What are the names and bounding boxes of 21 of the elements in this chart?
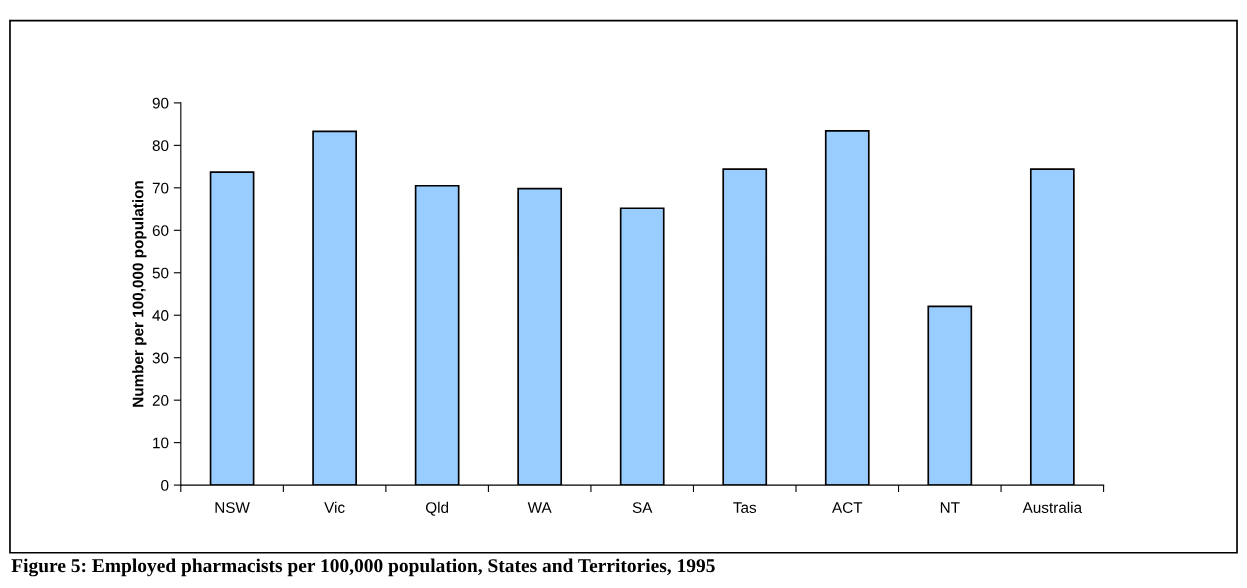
x-tick-label: Australia	[1022, 501, 1083, 513]
x-tick-label: Tas	[733, 502, 757, 513]
y-tick-label: 50	[152, 267, 169, 279]
x-tick-label: Qld	[425, 501, 449, 516]
y-tick-label: 20	[152, 395, 169, 406]
y-tick-label: 0	[161, 479, 169, 491]
y-tick-label: 90	[152, 97, 169, 109]
x-tick-label: SA	[632, 502, 653, 513]
x-tick-label: NSW	[215, 502, 250, 513]
y-tick-label: 60	[152, 225, 169, 236]
x-tick-label: Vic	[324, 501, 345, 513]
y-tick-label: 70	[152, 182, 169, 194]
x-tick-label: WA	[527, 502, 552, 513]
y-tick-label: 40	[152, 310, 169, 321]
x-tick-label: ACT	[832, 502, 863, 513]
y-tick-label: 10	[153, 437, 169, 449]
y-axis-title: Number per 100,000 population	[132, 181, 147, 407]
y-tick-label: 80	[152, 140, 169, 152]
text: Figure 5: Employed pharmacists per 100,000 population, States and Territories, 1995	[11, 558, 715, 577]
x-tick-label: NT	[940, 502, 960, 513]
y-tick-label: 30	[152, 352, 169, 364]
